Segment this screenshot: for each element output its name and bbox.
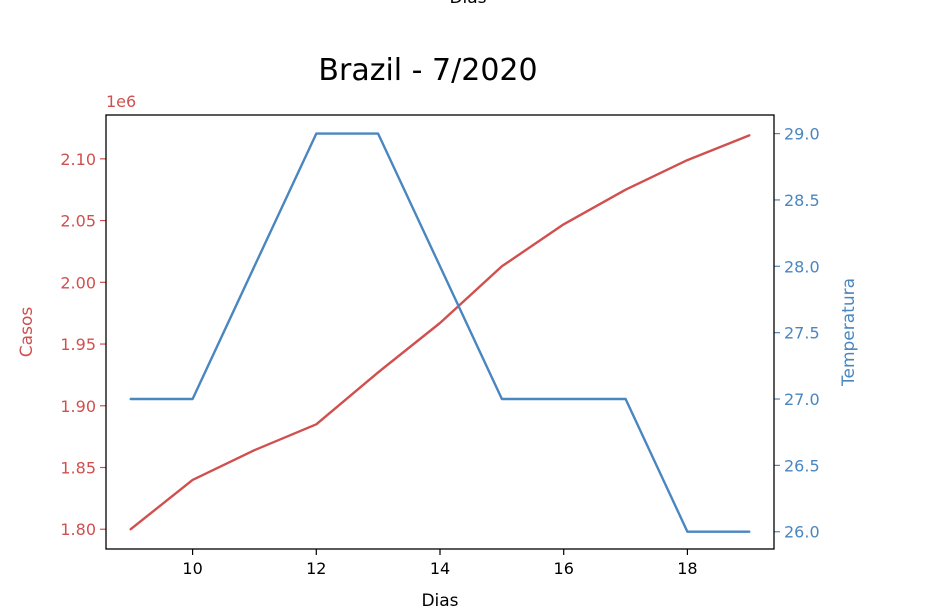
x-tick-label: 12 xyxy=(306,559,326,578)
x-tick-label: 10 xyxy=(182,559,202,578)
x-tick-label: 18 xyxy=(677,559,697,578)
right-y-tick-label: 28.5 xyxy=(784,191,820,210)
right-y-tick-label: 27.5 xyxy=(784,324,820,343)
right-axis-label: Temperatura xyxy=(839,278,859,387)
right-y-tick-label: 26.0 xyxy=(784,523,820,542)
left-y-tick-label: 1.85 xyxy=(60,459,96,478)
left-axis-label: Casos xyxy=(17,307,37,358)
left-y-tick-label: 1.90 xyxy=(60,397,96,416)
left-axis-scale-label: 1e6 xyxy=(106,92,136,111)
left-y-tick-label: 2.00 xyxy=(60,273,96,292)
x-tick-label: 14 xyxy=(430,559,450,578)
left-y-tick-label: 1.95 xyxy=(60,335,96,354)
x-tick-label: 16 xyxy=(554,559,574,578)
plot-frame xyxy=(105,114,775,550)
left-y-tick-label: 1.80 xyxy=(60,520,96,539)
right-y-tick-label: 26.5 xyxy=(784,456,820,475)
left-y-tick-label: 2.05 xyxy=(60,212,96,231)
top-cropped-label: Dias xyxy=(449,0,486,8)
right-y-tick-label: 29.0 xyxy=(784,125,820,144)
right-y-tick-label: 27.0 xyxy=(784,390,820,409)
left-y-tick-label: 2.10 xyxy=(60,150,96,169)
chart-title: Brazil - 7/2020 xyxy=(318,53,537,88)
casos-series-line xyxy=(129,134,751,531)
temperatura-series-line xyxy=(129,132,751,533)
x-axis-label: Dias xyxy=(421,591,458,610)
right-y-tick-label: 28.0 xyxy=(784,257,820,276)
